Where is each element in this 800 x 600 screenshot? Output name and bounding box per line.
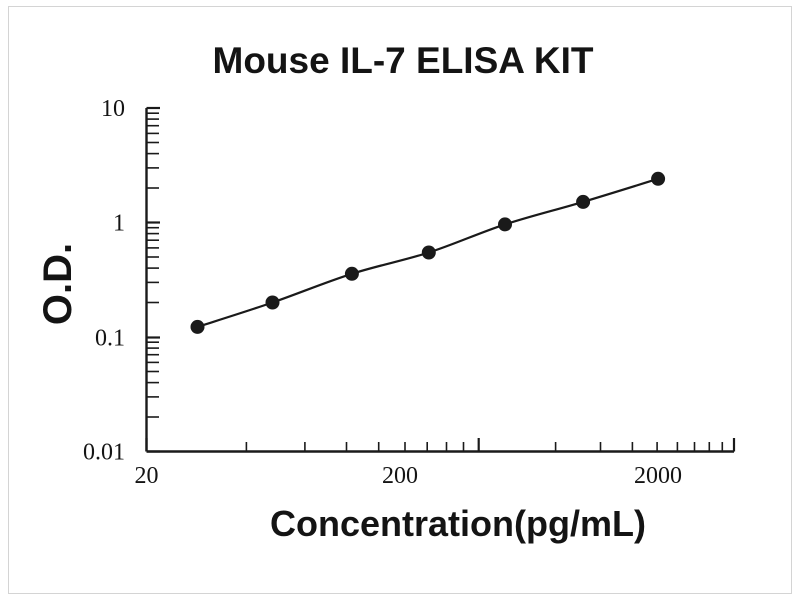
svg-text:0.1: 0.1 xyxy=(95,326,125,352)
svg-text:2000: 2000 xyxy=(634,463,682,489)
svg-text:0.01: 0.01 xyxy=(83,440,125,466)
svg-text:Mouse IL-7 ELISA KIT: Mouse IL-7 ELISA KIT xyxy=(213,40,594,81)
svg-text:20: 20 xyxy=(135,463,159,489)
svg-text:10: 10 xyxy=(101,96,125,122)
svg-text:200: 200 xyxy=(382,463,418,489)
svg-text:Concentration(pg/mL): Concentration(pg/mL) xyxy=(270,503,646,544)
svg-text:1: 1 xyxy=(113,211,125,237)
svg-text:O.D.: O.D. xyxy=(36,243,80,325)
